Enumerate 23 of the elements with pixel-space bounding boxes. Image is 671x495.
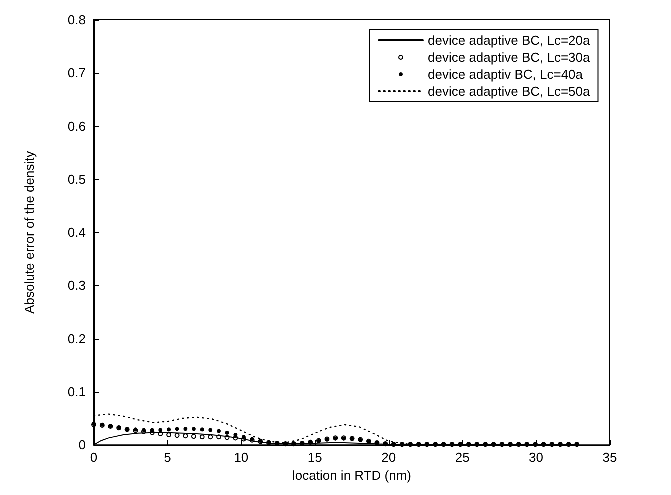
- y-tick-label: 0: [78, 438, 86, 453]
- y-tick-label: 0.2: [68, 331, 86, 346]
- x-tick-label: 5: [164, 450, 172, 466]
- x-tick-label: 10: [234, 450, 249, 466]
- x-tick-label: 20: [382, 450, 396, 466]
- y-tick-label: 0.3: [68, 278, 86, 294]
- x-tick-label: 30: [529, 450, 544, 466]
- legend-label: device adaptive BC, Lc=50a: [428, 84, 592, 99]
- x-axis-title: location in RTD (nm): [292, 468, 412, 483]
- legend-label: device adaptiv BC, Lc=40a: [428, 67, 584, 82]
- y-tick-label: 0.7: [68, 66, 86, 81]
- x-tick-label: 0: [90, 450, 98, 466]
- y-axis-title: Absolute error of the density: [22, 150, 37, 314]
- y-tick-label: 0.6: [68, 118, 86, 134]
- x-tick-label: 35: [602, 450, 618, 466]
- y-tick-label: 0.8: [68, 12, 86, 28]
- legend-label: device adaptive BC, Lc=30a: [428, 50, 592, 65]
- y-tick-label: 0.1: [68, 384, 86, 400]
- y-tick-label: 0.5: [68, 172, 86, 187]
- x-tick-label: 25: [455, 450, 470, 466]
- legend-label: device adaptive BC, Lc=20a: [428, 33, 592, 48]
- y-tick-label: 0.4: [68, 225, 86, 240]
- x-tick-label: 15: [308, 450, 322, 466]
